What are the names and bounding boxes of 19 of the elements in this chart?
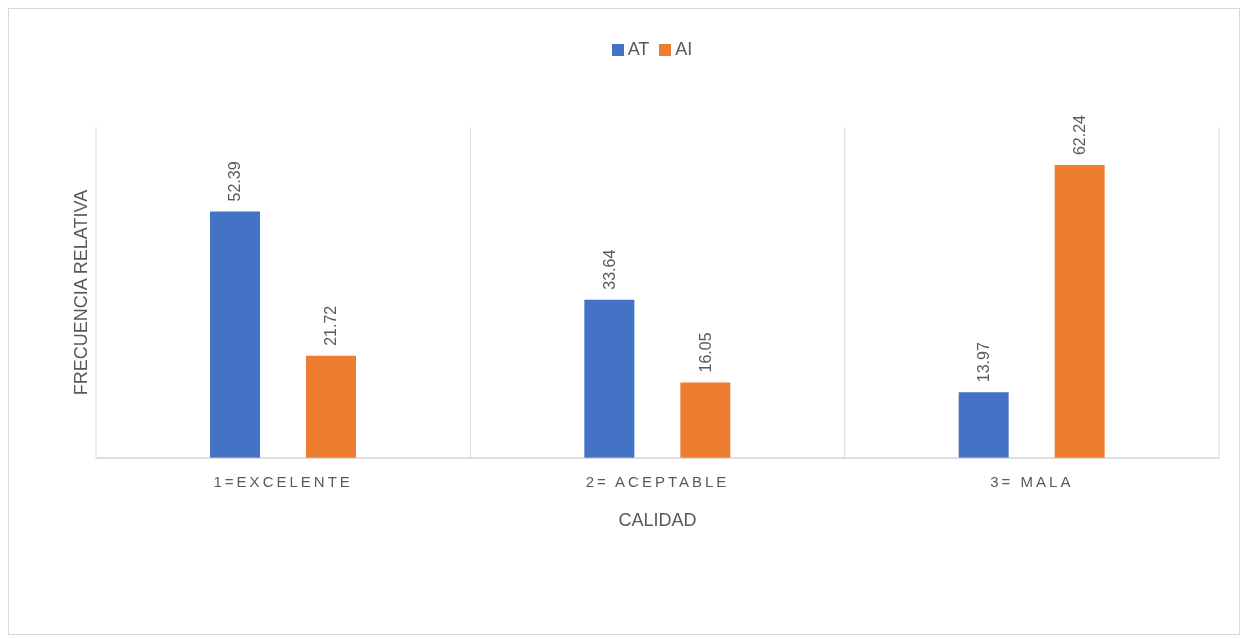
bar [210,211,260,458]
bar [306,355,356,458]
x-tick-label: 3= MALA [990,472,1074,490]
x-tick-label: 2= ACEPTABLE [585,472,730,490]
data-label: 21.72 [322,305,340,346]
legend-label: AI [675,39,693,59]
data-label: 13.97 [975,342,993,383]
bar [680,382,731,458]
y-axis-title: FRECUENCIA RELATIVA [71,189,92,396]
bar [584,299,635,458]
data-label: 62.24 [1071,114,1089,156]
data-label: 16.05 [696,332,714,373]
legend-label: AT [627,39,650,59]
x-axis-title: CALIDAD [618,510,697,530]
bar [958,392,1009,458]
x-tick-label: 1=EXCELENTE [213,472,353,490]
data-label: 33.64 [600,249,618,290]
bar [1054,165,1105,458]
data-label: 52.39 [226,161,244,202]
